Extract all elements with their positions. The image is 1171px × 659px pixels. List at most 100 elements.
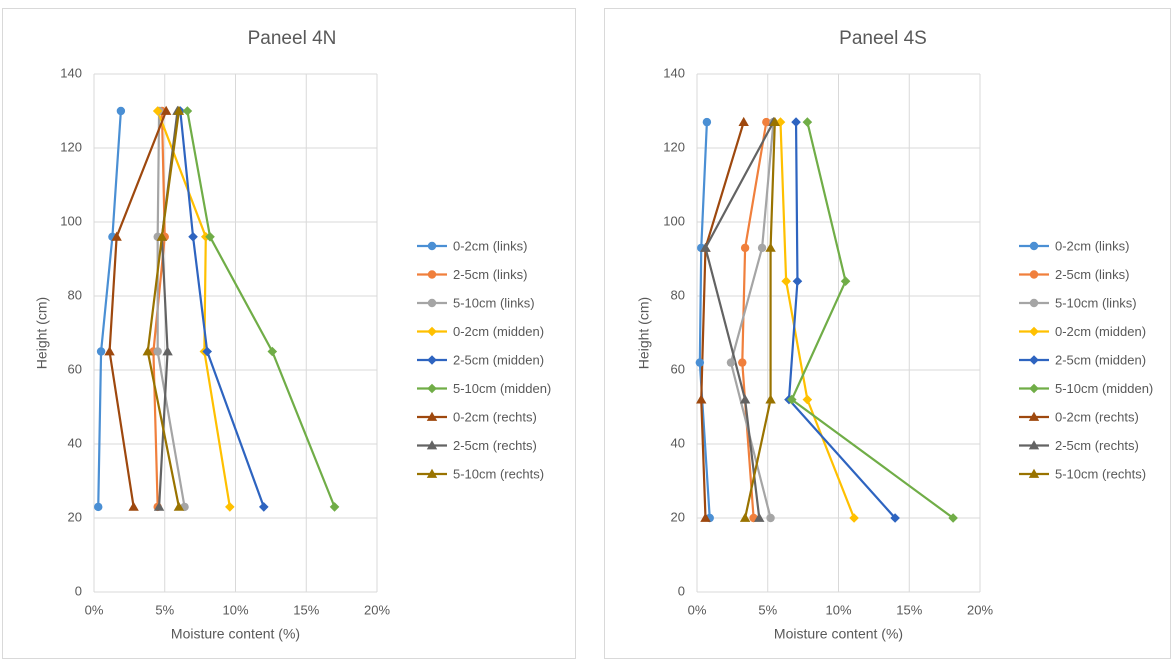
legend-label: 5-10cm (midden): [453, 381, 551, 396]
data-point: [182, 106, 193, 116]
data-point: [849, 513, 859, 523]
y-axis-title: Height (cm): [636, 297, 652, 369]
y-tick-label: 0: [678, 583, 685, 598]
data-point: [111, 231, 122, 241]
series-line: [787, 122, 896, 519]
legend-label: 5-10cm (rechts): [1055, 466, 1146, 481]
legend-marker: [1029, 270, 1039, 279]
x-tick-label: 5%: [758, 602, 777, 617]
data-point: [781, 276, 791, 286]
legend-label: 0-2cm (midden): [1055, 324, 1146, 339]
y-tick-label: 20: [68, 509, 82, 524]
y-tick-label: 0: [75, 583, 82, 598]
legend-marker: [427, 355, 437, 365]
data-point: [205, 232, 215, 242]
chart-panel-4n: Paneel 4N 0 20 40 60 80 100 120 140 0% 5% 10% 15% 20%…: [2, 8, 576, 659]
legend-label: 5-10cm (midden): [1055, 381, 1153, 396]
data-point: [188, 232, 198, 242]
y-tick-label: 40: [68, 435, 82, 450]
legend-marker: [1028, 468, 1040, 478]
data-point: [128, 501, 139, 511]
data-point: [267, 346, 278, 357]
legend-marker: [426, 468, 438, 478]
data-point: [702, 117, 712, 127]
series-line: [700, 121, 745, 519]
legend-marker: [1029, 355, 1039, 365]
data-point: [802, 394, 813, 405]
data-point: [754, 512, 765, 522]
series-line: [108, 110, 168, 508]
x-tick-label: 0%: [85, 602, 104, 617]
data-point: [700, 242, 711, 252]
data-point: [738, 358, 747, 367]
x-tick-label: 15%: [896, 602, 922, 617]
legend-label: 0-2cm (links): [1055, 238, 1129, 253]
data-point: [104, 346, 115, 356]
series-line: [704, 121, 775, 519]
chart-title: Paneel 4S: [839, 28, 927, 49]
data-point: [152, 106, 163, 116]
legend-marker: [1029, 326, 1039, 337]
series-line: [779, 122, 856, 519]
data-point: [739, 394, 751, 404]
x-tick-label: 0%: [688, 602, 707, 617]
data-point: [740, 243, 750, 253]
series-line: [186, 110, 336, 508]
data-point: [787, 394, 797, 405]
legend-label: 5-10cm (rechts): [453, 466, 544, 481]
data-point: [769, 116, 781, 126]
data-point: [791, 117, 801, 127]
series-line: [146, 110, 180, 508]
series-line: [698, 122, 711, 519]
chart-panel-4s: Paneel 4S 0 20 40 60 80 100 120 140 0% 5% 10% 15% 20%…: [604, 8, 1171, 659]
chart-4n-svg: Paneel 4N 0 20 40 60 80 100 120 140 0% 5% 10% 15% 20%…: [34, 28, 552, 642]
y-axis-title: Height (cm): [34, 297, 50, 369]
legend-label: 0-2cm (rechts): [1055, 409, 1139, 424]
legend-marker: [1029, 241, 1039, 251]
legend-marker: [1028, 440, 1040, 450]
legend-marker: [1029, 298, 1039, 308]
series-line: [179, 110, 265, 508]
y-tick-label: 20: [671, 509, 685, 524]
legend-label: 0-2cm (midden): [453, 324, 544, 339]
data-point: [757, 243, 767, 253]
y-tick-label: 100: [663, 213, 685, 228]
legend-marker: [426, 411, 438, 421]
series-line: [741, 121, 768, 519]
x-axis-title: Moisture content (%): [171, 626, 300, 642]
legend-label: 0-2cm (links): [453, 238, 527, 253]
legend-label: 2-5cm (rechts): [453, 438, 537, 453]
y-tick-label: 60: [68, 361, 82, 376]
data-point: [792, 276, 803, 286]
y-tick-label: 140: [60, 65, 82, 80]
data-point: [840, 276, 851, 286]
x-tick-label: 15%: [293, 602, 319, 617]
data-point: [202, 346, 212, 357]
legend-marker: [1029, 383, 1039, 394]
data-point: [116, 106, 126, 116]
x-tick-label: 5%: [155, 602, 174, 617]
y-tick-label: 120: [663, 139, 685, 154]
series-line: [744, 122, 776, 519]
data-point: [153, 501, 165, 511]
legend-label: 2-5cm (rechts): [1055, 438, 1139, 453]
data-point: [162, 346, 173, 356]
data-point: [726, 358, 736, 367]
x-axis-title: Moisture content (%): [774, 626, 903, 642]
data-point: [259, 502, 269, 512]
x-tick-label: 20%: [364, 602, 390, 617]
data-point: [696, 394, 707, 404]
legend-marker: [426, 440, 438, 450]
data-point: [96, 347, 106, 356]
data-point: [802, 117, 813, 127]
data-point: [695, 358, 705, 367]
data-point: [173, 501, 185, 511]
series-line: [156, 110, 186, 508]
data-point: [738, 116, 749, 126]
y-tick-label: 40: [671, 435, 685, 450]
y-tick-label: 140: [663, 65, 685, 80]
data-point: [739, 512, 751, 522]
series-line: [790, 121, 954, 519]
legend-label: 2-5cm (midden): [453, 352, 544, 367]
legend-label: 5-10cm (links): [453, 295, 535, 310]
